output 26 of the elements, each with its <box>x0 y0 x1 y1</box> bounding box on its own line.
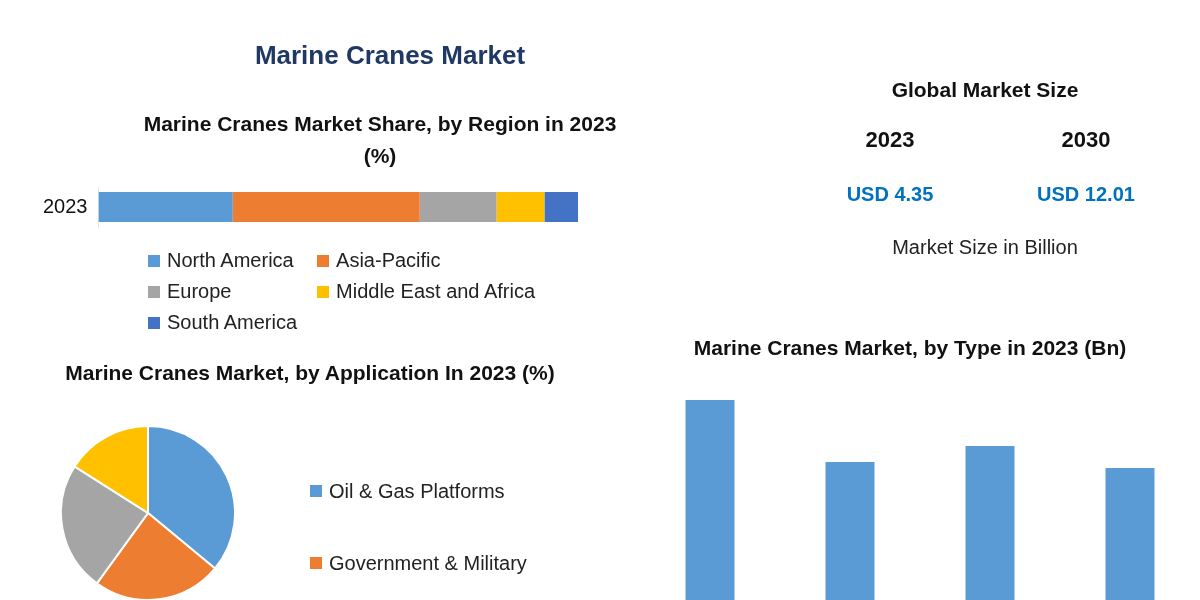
bar <box>419 192 497 222</box>
bar <box>98 192 233 222</box>
chart-title: Marine Cranes Market, by Type in 2023 (Bn) <box>692 335 1128 361</box>
bar <box>825 462 875 600</box>
text: Market Size in Billion <box>891 236 1079 259</box>
legend-label: Europe <box>167 280 232 303</box>
bar <box>496 192 545 222</box>
text: USD 4.35 <box>846 183 934 205</box>
category-label: 2030 <box>1060 126 1112 154</box>
chart-title: Marine Cranes Market <box>253 40 527 71</box>
chart-subtitle: Marine Cranes Market Share, by Region in 2023 (%) <box>142 111 618 169</box>
text: USD 12.01 <box>1037 183 1135 205</box>
bar <box>965 446 1015 600</box>
legend-label: South America <box>167 311 298 334</box>
text: Global Market Size <box>890 77 1080 103</box>
chart-title: Marine Cranes Market, by Application In 2023 (%) <box>64 360 556 386</box>
legend-label: Oil & Gas Platforms <box>329 479 505 504</box>
category-label: 2023 <box>864 126 916 154</box>
bar <box>232 192 420 222</box>
bar <box>685 400 735 600</box>
bar <box>1105 468 1155 600</box>
legend-label: Asia-Pacific <box>336 249 441 272</box>
legend-label: Middle East and Africa <box>336 280 536 303</box>
legend-label: North America <box>167 249 294 272</box>
legend-label: Government & Military <box>329 551 527 576</box>
bar <box>544 192 578 222</box>
